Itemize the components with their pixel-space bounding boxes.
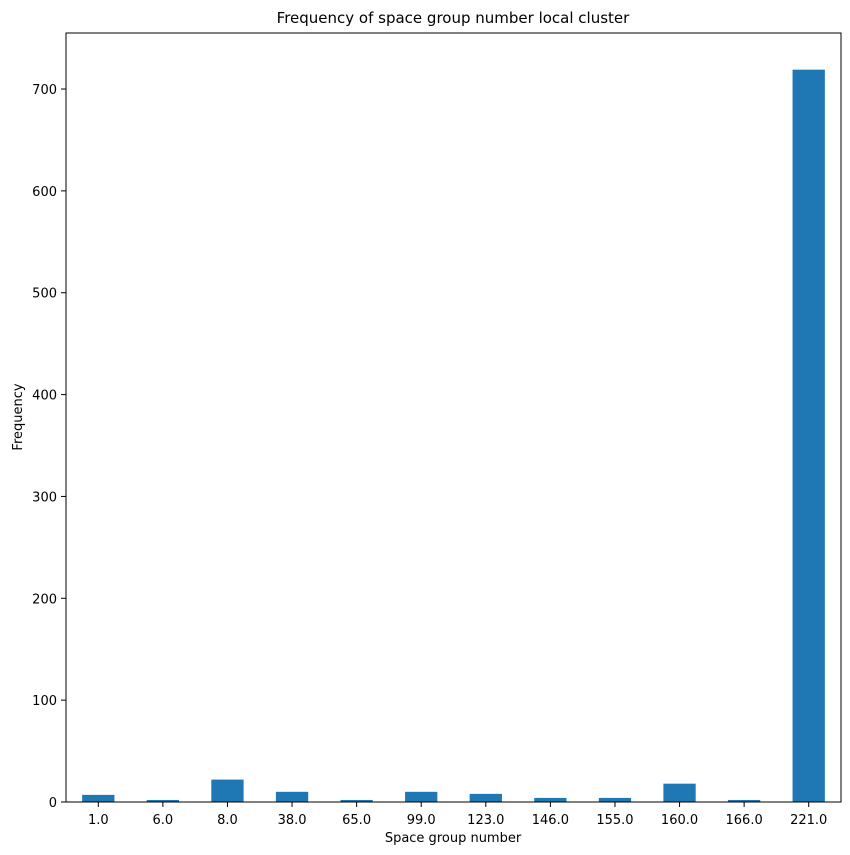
y-tick-label: 200 [32,592,57,607]
bars-group [82,69,825,803]
x-tick-label: 155.0 [596,813,633,828]
y-tick-label: 0 [49,796,57,811]
x-tick-label: 160.0 [661,813,698,828]
y-tick-label: 600 [32,185,57,200]
x-tick-label: 8.0 [217,813,238,828]
y-tick-label: 100 [32,694,57,709]
y-axis: 0 100 200 300 400 500 600 700 [32,83,66,811]
y-axis-label: Frequency [11,383,26,450]
x-tick-label: 38.0 [278,813,307,828]
x-tick-label: 6.0 [153,813,174,828]
y-tick-label: 400 [32,389,57,404]
chart-title: Frequency of space group number local cl… [277,9,630,27]
x-tick-label: 65.0 [342,813,371,828]
bar-8-0 [211,779,244,802]
bar-160-0 [663,783,696,802]
y-tick-label: 300 [32,490,57,505]
x-tick-label: 221.0 [790,813,827,828]
x-axis-label: Space group number [385,831,522,846]
bar-6-0 [146,799,180,802]
x-tick-label: 1.0 [88,813,109,828]
y-tick-label: 700 [32,83,57,98]
x-tick-label: 146.0 [532,813,569,828]
bar-166-0 [727,799,761,802]
bar-1-0 [82,794,115,802]
x-tick-label: 99.0 [407,813,436,828]
bar-221-0 [792,69,825,803]
bar-155-0 [598,797,632,802]
bar-65-0 [340,799,373,802]
bar-123-0 [469,793,502,802]
x-tick-label: 123.0 [467,813,504,828]
bar-146-0 [534,797,567,802]
x-tick-label: 166.0 [726,813,763,828]
x-axis: 1.0 6.0 8.0 38.0 65.0 99.0 123.0 146.0 155.0 160.… [88,802,827,828]
bar-99-0 [405,791,438,802]
y-tick-label: 500 [32,287,57,302]
bar-38-0 [275,791,309,802]
plot-frame [65,32,842,803]
